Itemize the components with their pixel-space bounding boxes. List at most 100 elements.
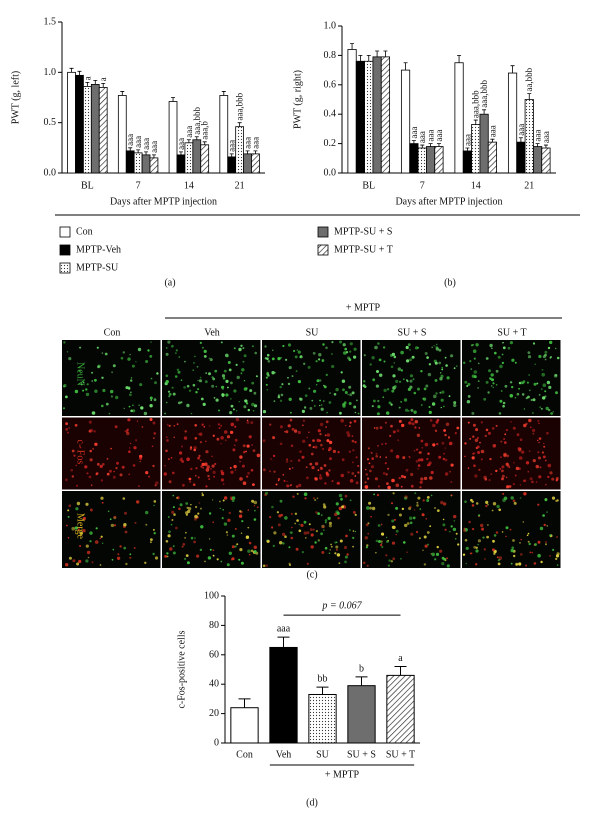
- cell-dot: [172, 551, 176, 555]
- cell-dot: [393, 355, 397, 359]
- cell-dot: [389, 434, 392, 437]
- cell-dot: [272, 454, 276, 458]
- significance-label: aaa: [487, 125, 497, 137]
- cell-dot: [347, 393, 349, 396]
- cell-dot: [154, 484, 157, 487]
- cell-dot: [310, 452, 314, 456]
- cell-dot: [342, 388, 345, 392]
- cell-dot: [538, 394, 541, 396]
- cell-dot: [242, 481, 247, 486]
- error-bar: [69, 67, 74, 73]
- cell-dot: [511, 385, 514, 389]
- cell-dot: [416, 504, 419, 507]
- cell-dot: [373, 427, 376, 429]
- cell-dot: [377, 399, 380, 403]
- cell-dot: [325, 420, 329, 424]
- bar: [90, 84, 100, 174]
- cell-dot: [537, 540, 541, 544]
- error-bar: [482, 109, 487, 115]
- cell-dot: [406, 551, 408, 553]
- comparison-label: p = 0.067: [321, 601, 362, 612]
- cell-dot: [303, 531, 307, 535]
- cell-dot: [179, 503, 183, 507]
- cell-dot: [344, 560, 347, 564]
- cell-dot: [197, 388, 200, 391]
- cell-dot: [351, 439, 355, 443]
- cell-dot: [494, 351, 497, 355]
- cell-dot: [324, 546, 328, 550]
- cell-dot: [94, 442, 98, 446]
- cell-dot: [239, 460, 241, 463]
- cell-dot: [201, 492, 204, 495]
- cell-dot: [234, 438, 238, 442]
- cell-dot: [113, 470, 115, 473]
- cell-dot: [192, 483, 196, 487]
- cell-dot: [513, 554, 516, 558]
- micrograph: [362, 340, 461, 416]
- cell-dot: [385, 536, 388, 539]
- cell-dot: [356, 399, 358, 402]
- bar: [347, 49, 357, 174]
- bar: [230, 707, 259, 744]
- cell-dot: [541, 408, 543, 410]
- cell-dot: [277, 523, 281, 527]
- cell-dot: [263, 468, 266, 472]
- cell-dot: [544, 353, 547, 357]
- micrograph: [262, 491, 361, 568]
- cell-dot: [409, 456, 411, 459]
- cell-dot: [485, 380, 489, 384]
- cell-dot: [272, 349, 274, 351]
- cell-dot: [349, 479, 354, 483]
- cell-dot: [495, 531, 499, 534]
- cell-dot: [233, 389, 237, 393]
- cell-dot: [409, 505, 412, 509]
- cell-dot: [245, 535, 250, 539]
- cell-dot: [226, 534, 229, 536]
- cell-dot: [448, 395, 451, 398]
- error-bar: [465, 147, 470, 151]
- cell-dot: [73, 454, 76, 457]
- cell-dot: [100, 535, 103, 538]
- panel-label: (b): [444, 278, 456, 289]
- cell-dot: [288, 546, 291, 549]
- cell-dot: [305, 466, 308, 469]
- cell-dot: [66, 524, 68, 527]
- cell-dot: [276, 511, 279, 514]
- cell-dot: [508, 485, 512, 488]
- cell-dot: [442, 502, 447, 506]
- cell-dot: [407, 343, 411, 346]
- cell-dot: [205, 372, 207, 374]
- cell-dot: [272, 436, 276, 440]
- cell-dot: [228, 511, 231, 515]
- cell-dot: [336, 553, 341, 557]
- cell-dot: [363, 385, 367, 389]
- cell-dot: [130, 391, 132, 394]
- cell-dot: [226, 435, 231, 439]
- cell-dot: [317, 469, 320, 472]
- cell-dot: [348, 385, 352, 389]
- cell-dot: [186, 561, 190, 565]
- cell-dot: [440, 374, 444, 378]
- cell-dot: [309, 462, 313, 466]
- cell-dot: [288, 397, 292, 401]
- cell-dot: [181, 445, 183, 448]
- cell-dot: [377, 524, 381, 527]
- cell-dot: [537, 419, 540, 423]
- cell-dot: [423, 476, 428, 481]
- cell-dot: [375, 426, 379, 430]
- cell-dot: [67, 515, 70, 518]
- bar: [487, 141, 498, 174]
- cell-dot: [351, 435, 354, 437]
- cell-dot: [165, 380, 169, 384]
- error-bar: [245, 150, 250, 154]
- cell-dot: [297, 380, 301, 384]
- cell-dot: [418, 427, 421, 429]
- cell-dot: [88, 475, 92, 479]
- cell-dot: [525, 422, 528, 425]
- bar: [426, 146, 436, 174]
- cell-dot: [555, 554, 560, 558]
- cell-dot: [380, 523, 383, 526]
- cell-dot: [543, 445, 546, 448]
- error-bar: [202, 141, 207, 145]
- cell-dot: [166, 552, 169, 555]
